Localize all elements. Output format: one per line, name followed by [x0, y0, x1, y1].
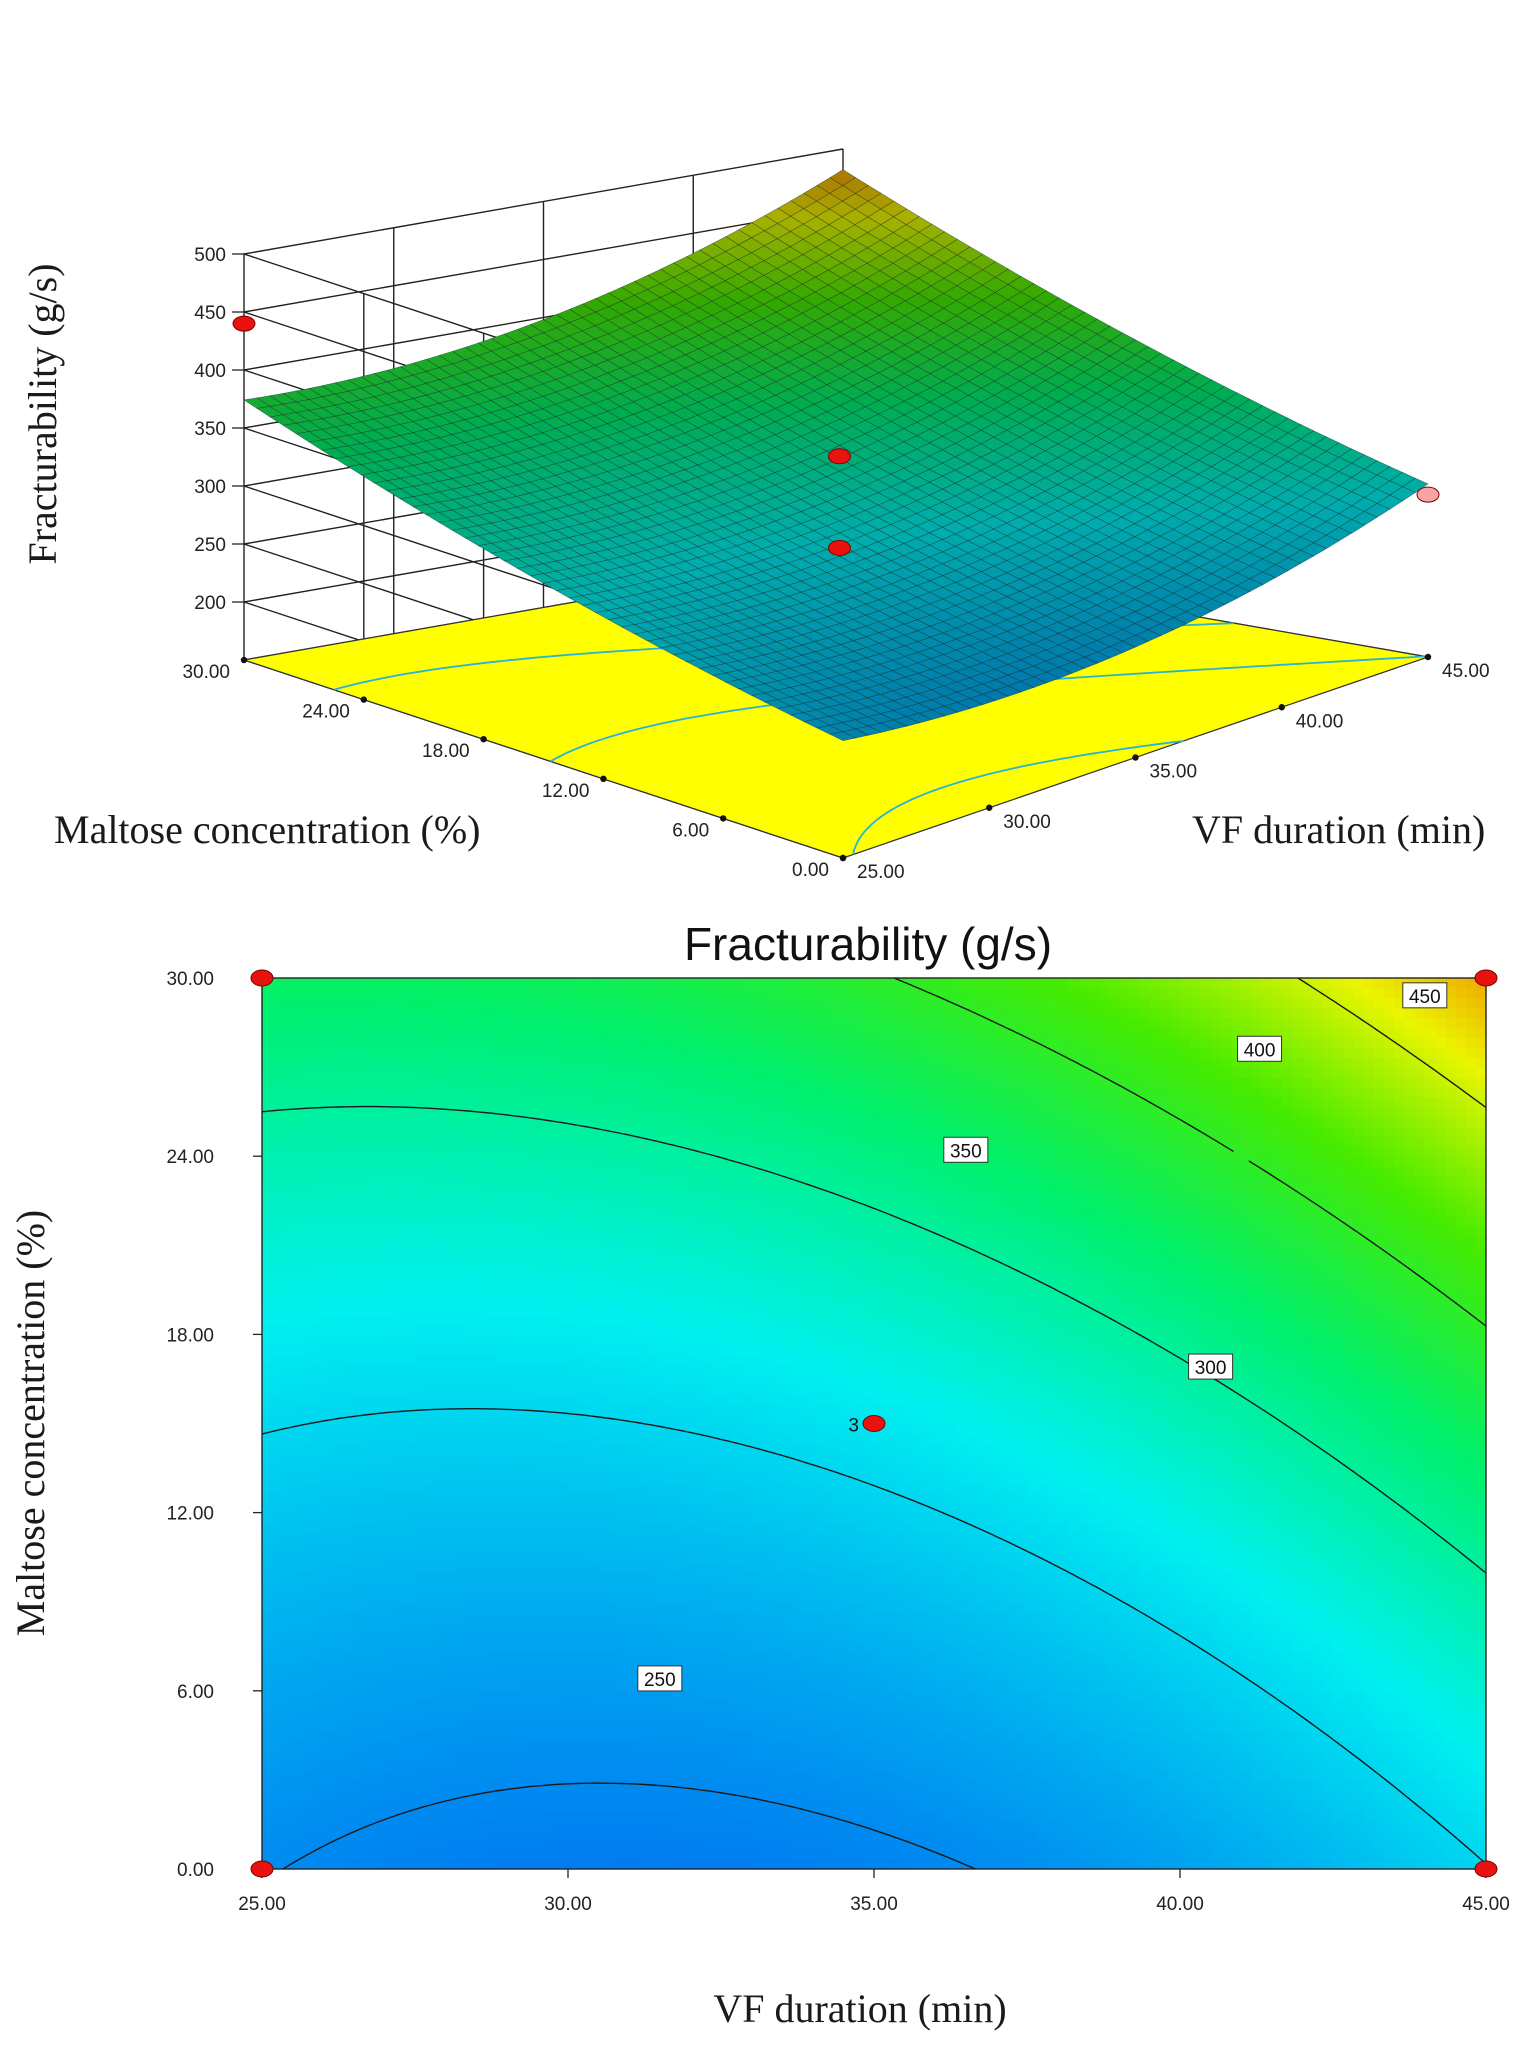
- surface-y-tick: 30.00: [182, 662, 230, 683]
- contour-y-tick: 30.00: [166, 969, 214, 990]
- surface-design-point: [828, 448, 851, 465]
- surface-chart: 200 250 300 350 400 450 500 0.00 6.00 12.00 18.00 2…: [20, 148, 1490, 883]
- surface-x-tick: 30.00: [1003, 812, 1051, 833]
- contour-lines: [262, 978, 1486, 1869]
- surface-y-tick: 6.00: [672, 820, 709, 841]
- surface-z-tick: 400: [194, 361, 226, 382]
- contour-x-tick: 30.00: [544, 1894, 592, 1915]
- contour-x-tick: 35.00: [850, 1894, 898, 1915]
- surface-z-tick: 500: [194, 245, 226, 266]
- contour-label-text: 400: [1244, 1040, 1276, 1061]
- surface-z-tick: 300: [194, 477, 226, 498]
- design-point: [250, 1860, 274, 1878]
- contour-label: 300: [1188, 1353, 1234, 1380]
- surface-y-tick: 0.00: [792, 860, 829, 881]
- contour-labels: 250 300 350 400 450: [637, 982, 1448, 1692]
- design-point-count: 3: [848, 1416, 859, 1437]
- contour-design-points: 3: [250, 969, 1498, 1878]
- contour-label-text: 350: [950, 1141, 982, 1162]
- surface-z-tick: 350: [194, 419, 226, 440]
- contour-x-axis-title: VF duration (min): [713, 1986, 1006, 2031]
- contour-fill: [262, 978, 1486, 1869]
- surface-y-axis-title: Maltose concentration (%): [54, 807, 481, 852]
- floor-contour-250: [852, 740, 1185, 855]
- contour-label-text: 300: [1195, 1358, 1227, 1379]
- contour-line-450: [1297, 978, 1486, 1109]
- contour-label-text: 450: [1409, 987, 1441, 1008]
- contour-x-tick: 45.00: [1462, 1894, 1510, 1915]
- surface-y-tick: 24.00: [302, 702, 350, 723]
- surface-ticks: 200 250 300 350 400 450 500 0.00 6.00 12.00 18.00 2…: [182, 245, 1489, 883]
- contour-x-tick: 40.00: [1156, 1894, 1204, 1915]
- design-point: [1474, 969, 1498, 987]
- surface-mesh: [243, 169, 1429, 741]
- surface-design-point: [1416, 486, 1440, 503]
- design-point: [862, 1415, 886, 1432]
- contour-label: 350: [943, 1136, 989, 1163]
- design-point: [1474, 1860, 1498, 1878]
- contour-y-tick: 24.00: [166, 1147, 214, 1168]
- contour-label: 400: [1237, 1035, 1283, 1062]
- surface-x-axis-title: VF duration (min): [1192, 807, 1485, 852]
- surface-y-tick: 12.00: [542, 781, 590, 802]
- surface-design-point: [828, 539, 851, 556]
- surface-z-axis-title: Fracturability (g/s): [20, 263, 65, 564]
- contour-label: 250: [637, 1665, 683, 1692]
- surface-x-tick: 40.00: [1296, 711, 1344, 732]
- contour-label: 450: [1402, 982, 1448, 1009]
- contour-y-tick: 12.00: [166, 1504, 214, 1525]
- surface-y-tick: 18.00: [422, 741, 470, 762]
- contour-x-tick: 25.00: [238, 1894, 286, 1915]
- surface-design-points: [232, 315, 1440, 556]
- contour-title: Fracturability (g/s): [684, 918, 1052, 970]
- surface-x-tick: 45.00: [1442, 661, 1490, 682]
- contour-line-400: [893, 978, 1486, 1327]
- surface-z-tick: 450: [194, 303, 226, 324]
- surface-x-tick: 25.00: [857, 862, 905, 883]
- surface-design-point: [232, 315, 256, 332]
- contour-y-tick: 0.00: [177, 1860, 214, 1881]
- surface-z-tick: 250: [194, 535, 226, 556]
- design-point: [250, 969, 274, 987]
- surface-x-tick: 35.00: [1150, 762, 1198, 783]
- contour-y-tick: 18.00: [166, 1325, 214, 1346]
- contour-ticks: 25.00 30.00 35.00 40.00 45.00 0.00 6.00 12.00 18…: [166, 969, 1509, 1915]
- contour-y-tick: 6.00: [177, 1682, 214, 1703]
- contour-label-text: 250: [644, 1670, 676, 1691]
- surface-z-tick: 200: [194, 593, 226, 614]
- contour-y-axis-title: Maltose concentration (%): [8, 1210, 53, 1637]
